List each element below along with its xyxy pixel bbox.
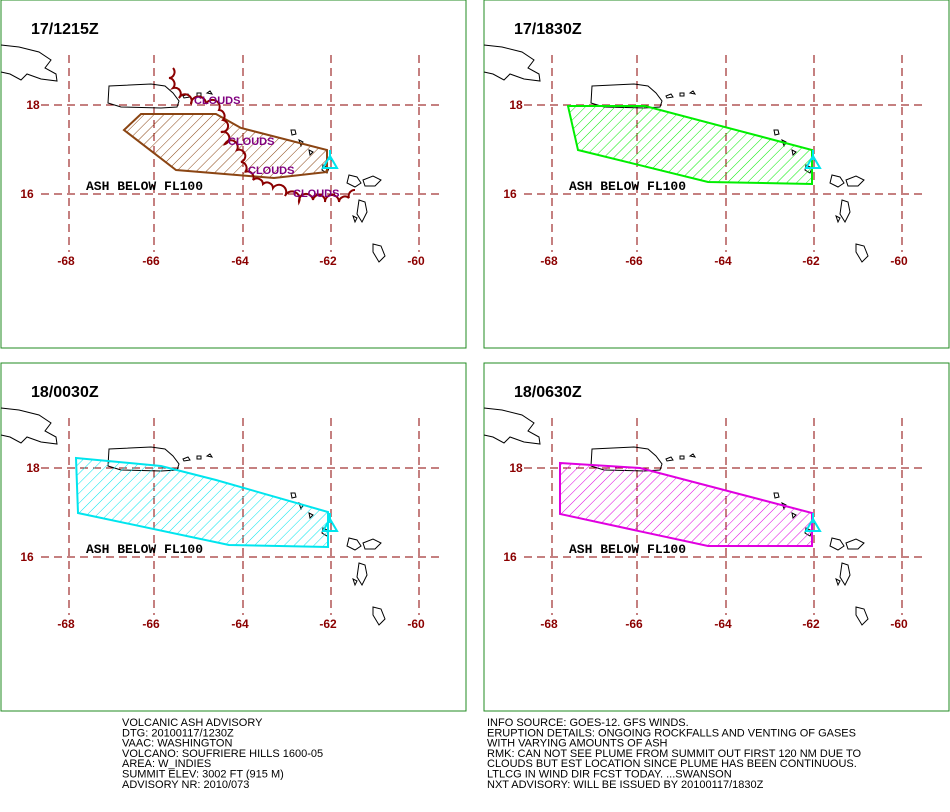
advisory-line: AREA: W_INDIES	[122, 758, 211, 770]
lon-label: -62	[802, 254, 820, 268]
cloud-label: CLOUDS	[293, 188, 339, 200]
advisory-line: DTG: 20100117/1230Z	[122, 727, 234, 739]
lon-label: -66	[142, 617, 160, 631]
ash-area	[74, 456, 329, 549]
advisory-line: NXT ADVISORY: WILL BE ISSUED BY 20100117…	[487, 779, 764, 791]
advisory-line: RMK: CAN NOT SEE PLUME FROM SUMMIT OUT F…	[487, 748, 861, 760]
lon-label: -60	[890, 254, 908, 268]
advisory-line: ERUPTION DETAILS: ONGOING ROCKFALLS AND …	[487, 727, 856, 739]
advisory-line: CLOUDS BUT EST LOCATION SINCE PLUME HAS …	[487, 758, 857, 770]
lon-label: -64	[714, 254, 732, 268]
lon-label: -62	[319, 617, 337, 631]
lon-label: -66	[142, 254, 160, 268]
lon-label: -64	[231, 617, 249, 631]
cloud-edge	[168, 67, 356, 206]
lon-label: -68	[540, 254, 558, 268]
volcano-symbol	[321, 513, 339, 532]
ash-area	[566, 105, 813, 186]
advisory-line: VAAC: WASHINGTON	[122, 738, 232, 750]
advisory-line: WITH VARYING AMOUNTS OF ASH	[487, 738, 668, 750]
cloud-label: CLOUDS	[248, 165, 294, 177]
panel-title: 17/1830Z	[514, 21, 582, 38]
lat-label: 16	[20, 550, 34, 564]
lat-label: 18	[26, 461, 40, 475]
lon-label: -60	[407, 617, 425, 631]
lon-label: -64	[231, 254, 249, 268]
advisory-line: VOLCANO: SOUFRIERE HILLS 1600-05	[122, 748, 323, 760]
lon-label: -66	[625, 254, 643, 268]
lon-label: -68	[57, 617, 75, 631]
map-panel: 18/0030Z ASH BELOW FL100 18 16 -68 -66 -64 -62 -…	[0, 362, 467, 712]
advisory-line: LTLCG IN WIND DIR FCST TODAY. ...SWANSON	[487, 769, 732, 781]
lon-label: -68	[57, 254, 75, 268]
panel-title: 17/1215Z	[31, 21, 99, 38]
lat-label: 18	[509, 461, 523, 475]
cloud-label: CLOUDS	[194, 95, 240, 107]
cloud-label: CLOUDS	[228, 136, 274, 148]
lat-label: 16	[20, 187, 34, 201]
ash-area	[559, 461, 813, 547]
ash-label: ASH BELOW FL100	[569, 179, 686, 194]
advisory-line: SUMMIT ELEV: 3002 FT (915 M)	[122, 769, 284, 781]
ash-label: ASH BELOW FL100	[86, 542, 203, 557]
lon-label: -60	[407, 254, 425, 268]
panel-title: 18/0630Z	[514, 384, 582, 401]
volcano-symbol	[804, 513, 822, 532]
advisory-line: INFO SOURCE: GOES-12. GFS WINDS.	[487, 717, 689, 729]
volcano-symbol	[321, 150, 339, 169]
map-panel: 18/0630Z ASH BELOW FL100 18 16 -68 -66 -64 -62 -…	[483, 362, 950, 712]
lon-label: -66	[625, 617, 643, 631]
lat-label: 16	[503, 550, 517, 564]
lat-label: 18	[509, 98, 523, 112]
panel-title: 18/0030Z	[31, 384, 99, 401]
map-panel: 17/1830Z ASH BELOW FL100 18 16 -68 -66 -64 -62 -…	[483, 0, 950, 349]
volcano-symbol	[804, 150, 822, 169]
lon-label: -60	[890, 617, 908, 631]
ash-label: ASH BELOW FL100	[86, 179, 203, 194]
ash-area	[122, 113, 328, 180]
lat-label: 16	[503, 187, 517, 201]
lon-label: -62	[319, 254, 337, 268]
ash-label: ASH BELOW FL100	[569, 542, 686, 557]
lon-label: -68	[540, 617, 558, 631]
map-panel: 17/1215Z ASH BELOW FL100 18 16 -68 -66 -64 -62 -…	[0, 0, 467, 349]
lon-label: -64	[714, 617, 732, 631]
lat-label: 18	[26, 98, 40, 112]
advisory-line: ADVISORY NR: 2010/073	[122, 779, 249, 791]
lon-label: -62	[802, 617, 820, 631]
advisory-line: VOLCANIC ASH ADVISORY	[122, 717, 263, 729]
